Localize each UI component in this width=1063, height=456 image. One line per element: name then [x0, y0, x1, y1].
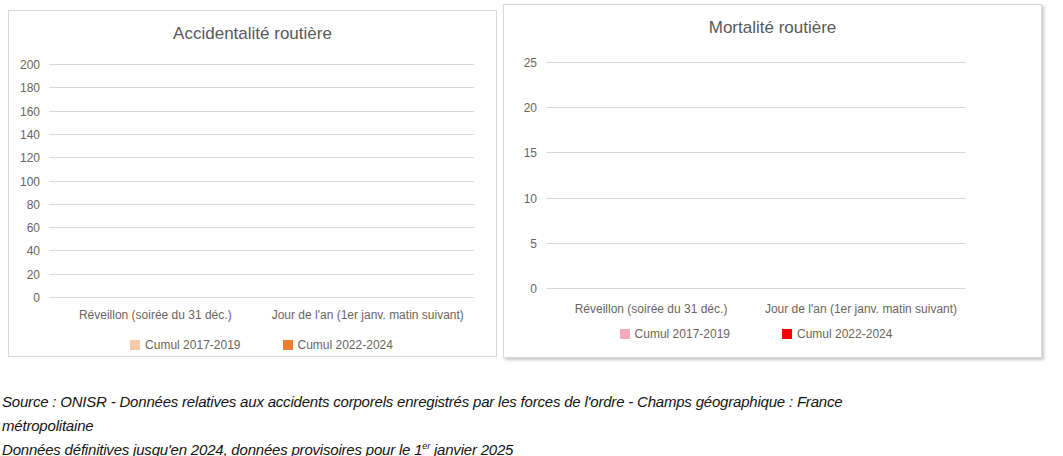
gridline: [49, 227, 474, 228]
legend: Cumul 2017-2019 Cumul 2022-2024: [546, 327, 966, 341]
x-axis-labels: Réveillon (soirée du 31 déc.) Jour de l'…: [546, 302, 966, 318]
plot-area: 020406080100120140160180200: [49, 65, 474, 298]
y-axis-tick-label: 60: [27, 221, 40, 235]
gridline: [49, 157, 474, 158]
y-axis-tick-label: 20: [27, 268, 40, 282]
legend-swatch: [283, 340, 293, 350]
legend-swatch: [130, 340, 140, 350]
y-axis-tick-label: 0: [530, 282, 537, 296]
legend-item: Cumul 2022-2024: [283, 338, 393, 352]
gridline: [546, 107, 966, 108]
y-axis-tick-label: 5: [530, 237, 537, 251]
source-line-3-prefix: Données définitives jusqu'en 2024, donné…: [2, 441, 422, 456]
y-axis-tick-label: 80: [27, 198, 40, 212]
legend-label: Cumul 2017-2019: [635, 327, 730, 341]
gridline: [546, 152, 966, 153]
x-category-label: Réveillon (soirée du 31 déc.): [575, 302, 728, 316]
gridline: [546, 198, 966, 199]
source-line-3-suffix: janvier 2025: [430, 441, 513, 456]
gridline: [546, 243, 966, 244]
y-axis-tick-label: 180: [20, 81, 40, 95]
gridline: [49, 274, 474, 275]
source-line-2-text: métropolitaine: [2, 417, 93, 434]
legend-item: Cumul 2017-2019: [130, 338, 240, 352]
x-category-label: Jour de l'an (1er janv. matin suivant): [272, 308, 464, 322]
y-axis-tick-label: 15: [524, 146, 537, 160]
gridline: [546, 288, 966, 289]
chart-title: Mortalité routière: [504, 18, 1041, 38]
legend-swatch: [782, 329, 792, 339]
y-axis-tick-label: 200: [20, 58, 40, 72]
legend: Cumul 2017-2019 Cumul 2022-2024: [49, 338, 474, 352]
y-axis-tick-label: 120: [20, 151, 40, 165]
source-line-1-text: Source : ONISR - Données relatives aux a…: [2, 393, 842, 410]
legend-item: Cumul 2017-2019: [620, 327, 730, 341]
source-line-1: Source : ONISR - Données relatives aux a…: [2, 390, 1012, 438]
legend-swatch: [620, 329, 630, 339]
x-category-label: Jour de l'an (1er janv. matin suivant): [765, 302, 957, 316]
gridline: [49, 204, 474, 205]
gridline: [546, 62, 966, 63]
gridline: [49, 181, 474, 182]
legend-label: Cumul 2017-2019: [145, 338, 240, 352]
accidentalite-chart-card: Accidentalité routière 02040608010012014…: [8, 10, 497, 357]
source-note: Source : ONISR - Données relatives aux a…: [2, 390, 1012, 456]
legend-item: Cumul 2022-2024: [782, 327, 892, 341]
y-axis-tick-label: 25: [524, 56, 537, 70]
gridline: [49, 87, 474, 88]
gridline: [49, 134, 474, 135]
gridline: [49, 64, 474, 65]
y-axis-tick-label: 40: [27, 244, 40, 258]
gridline: [49, 111, 474, 112]
gridline: [49, 250, 474, 251]
y-axis-tick-label: 140: [20, 128, 40, 142]
x-category-label: Réveillon (soirée du 31 déc.): [79, 308, 232, 322]
chart-title: Accidentalité routière: [9, 24, 496, 44]
mortalite-chart-card: Mortalité routière 0510152025 Réveillon …: [503, 4, 1042, 358]
x-axis-labels: Réveillon (soirée du 31 déc.) Jour de l'…: [49, 308, 474, 324]
y-axis-tick-label: 100: [20, 175, 40, 189]
gridline: [49, 297, 474, 298]
source-line-3-superscript: er: [422, 441, 430, 451]
legend-label: Cumul 2022-2024: [298, 338, 393, 352]
plot-area: 0510152025: [546, 63, 966, 289]
source-line-3: Données définitives jusqu'en 2024, donné…: [2, 438, 1012, 456]
y-axis-tick-label: 0: [33, 291, 40, 305]
y-axis-tick-label: 10: [524, 192, 537, 206]
y-axis-tick-label: 20: [524, 101, 537, 115]
legend-label: Cumul 2022-2024: [797, 327, 892, 341]
y-axis-tick-label: 160: [20, 105, 40, 119]
